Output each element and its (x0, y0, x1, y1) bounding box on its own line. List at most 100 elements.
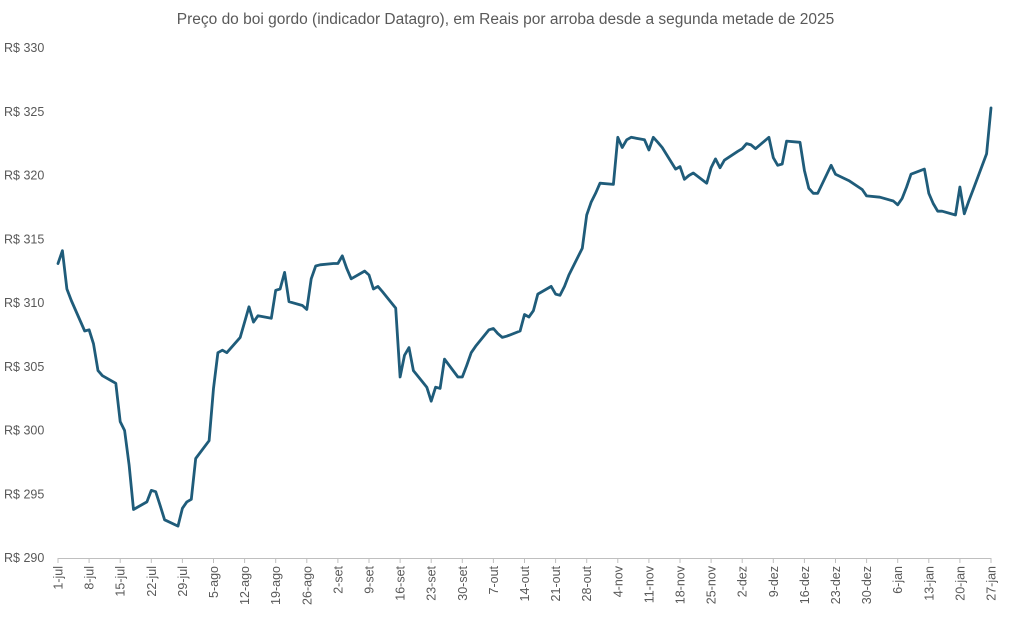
data-point (678, 164, 682, 168)
data-point (553, 292, 557, 296)
data-point (527, 315, 531, 319)
data-point (345, 266, 349, 270)
data-point (753, 147, 757, 151)
data-point (864, 194, 868, 198)
data-point (380, 289, 384, 293)
data-point (91, 342, 95, 346)
data-point (936, 209, 940, 213)
x-tick-label: 30-set (456, 565, 470, 600)
data-point (251, 320, 255, 324)
x-tick-label: 22-jul (145, 566, 159, 597)
data-point (211, 386, 215, 390)
data-point (314, 264, 318, 268)
x-axis: 1-jul 8-jul 15-jul 22-jul 29-jul 5-ago 12-ago 1… (52, 558, 999, 605)
data-point (767, 135, 771, 139)
data-point (131, 507, 135, 511)
data-point (816, 191, 820, 195)
data-point (647, 148, 651, 152)
data-point (56, 261, 60, 265)
x-tick-label: 29-jul (176, 566, 190, 597)
data-point (616, 135, 620, 139)
data-point (158, 504, 162, 508)
data-point (491, 326, 495, 330)
data-point (629, 135, 633, 139)
x-tick-label: 23-set (425, 565, 439, 600)
x-tick-label: 6-jan (891, 566, 905, 594)
data-point (69, 298, 73, 302)
data-point (505, 334, 509, 338)
data-point (336, 261, 340, 265)
data-point (176, 524, 180, 528)
data-point (220, 348, 224, 352)
data-point (585, 213, 589, 217)
data-point (771, 156, 775, 160)
data-point (833, 172, 837, 176)
x-tick-label: 23-dez (829, 566, 843, 604)
data-point (145, 500, 149, 504)
data-point (247, 305, 251, 309)
data-point (807, 186, 811, 190)
data-point (274, 288, 278, 292)
data-point (429, 399, 433, 403)
data-point (984, 152, 988, 156)
data-point (149, 488, 153, 492)
y-axis: R$ 290 R$ 295 R$ 300 R$ 305 R$ 310 R$ 315 R$ 3… (4, 41, 44, 565)
data-point (340, 254, 344, 258)
data-point (287, 300, 291, 304)
data-point (962, 212, 966, 216)
data-point (118, 419, 122, 423)
y-tick-label: R$ 315 (4, 232, 44, 246)
data-point (927, 191, 931, 195)
data-point (705, 181, 709, 185)
y-tick-label: R$ 300 (4, 424, 44, 438)
data-point (305, 307, 309, 311)
data-point (536, 292, 540, 296)
data-point (238, 335, 242, 339)
data-point (651, 135, 655, 139)
data-point (300, 303, 304, 307)
data-point (398, 375, 402, 379)
data-point (438, 386, 442, 390)
y-tick-label: R$ 290 (4, 551, 44, 565)
data-point (736, 149, 740, 153)
data-point (531, 309, 535, 313)
x-tick-label: 16-dez (798, 566, 812, 604)
x-tick-label: 13-jan (922, 566, 936, 601)
data-point (162, 518, 166, 522)
data-point (958, 185, 962, 189)
data-point (194, 456, 198, 460)
data-point (691, 171, 695, 175)
x-tick-label: 19-ago (269, 566, 283, 605)
y-tick-label: R$ 295 (4, 487, 44, 501)
data-point (660, 145, 664, 149)
data-point (411, 368, 415, 372)
x-tick-label: 30-dez (860, 566, 874, 604)
data-point (216, 351, 220, 355)
data-point (798, 140, 802, 144)
y-tick-label: R$ 325 (4, 105, 44, 119)
data-point (891, 199, 895, 203)
data-point (709, 166, 713, 170)
data-point (282, 270, 286, 274)
data-point (309, 277, 313, 281)
data-point (896, 203, 900, 207)
x-tick-label: 9-set (363, 565, 377, 593)
data-point (909, 172, 913, 176)
data-point (593, 191, 597, 195)
data-point (620, 145, 624, 149)
data-point (682, 177, 686, 181)
data-point (687, 173, 691, 177)
data-point (367, 273, 371, 277)
x-tick-label: 15-jul (114, 566, 128, 597)
data-point (87, 328, 91, 332)
data-point (656, 140, 660, 144)
data-point (394, 306, 398, 310)
data-point (940, 209, 944, 213)
data-point (847, 178, 851, 182)
data-point (185, 500, 189, 504)
data-point (100, 374, 104, 378)
data-point (154, 490, 158, 494)
data-point (749, 143, 753, 147)
data-point (900, 196, 904, 200)
x-tick-label: 5-ago (207, 566, 221, 598)
